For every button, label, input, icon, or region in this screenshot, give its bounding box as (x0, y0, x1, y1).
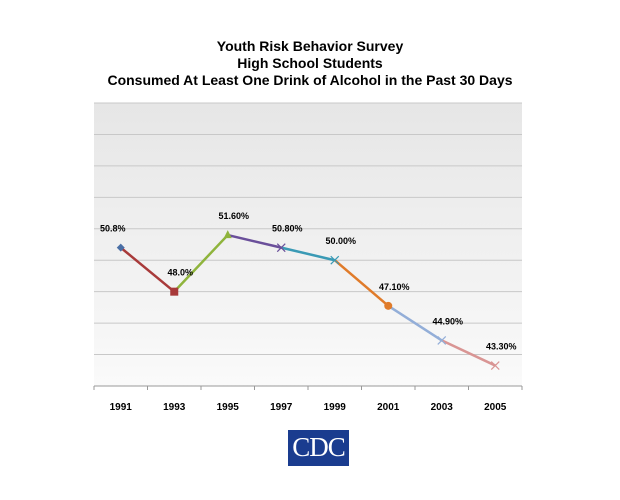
line-segment (387, 304, 443, 342)
line-chart: 1991 1993 1995 1997 1999 2001 2003 2005 50.8% 48.… (93, 102, 523, 413)
data-point (437, 335, 447, 345)
data-label: 50.80% (272, 224, 303, 234)
plot-area (94, 103, 522, 386)
x-tick-label: 1993 (163, 402, 186, 413)
data-point (276, 243, 286, 253)
cdc-logo: CDC (288, 430, 349, 466)
data-point (170, 287, 179, 296)
data-label: 50.8% (100, 224, 126, 234)
line-segment (227, 233, 282, 249)
x-tick-label: 2003 (431, 402, 454, 413)
data-label: 48.0% (167, 268, 193, 278)
line-segment (333, 259, 390, 307)
data-point (116, 243, 125, 252)
line-segment (280, 246, 336, 262)
x-tick-label: 1997 (270, 402, 293, 413)
data-label: 47.10% (379, 282, 410, 292)
line-segment (119, 246, 176, 293)
chart-title: Youth Risk Behavior Survey High School S… (0, 38, 620, 89)
x-tick-label: 1995 (217, 402, 240, 413)
data-label: 43.30% (486, 342, 517, 352)
data-point (223, 230, 232, 239)
data-label: 44.90% (432, 316, 463, 326)
x-tick-label: 1999 (324, 402, 347, 413)
line-segment (173, 234, 229, 293)
title-line-1: Youth Risk Behavior Survey (216, 38, 404, 54)
x-tick-label: 1991 (110, 402, 133, 413)
x-tick-label: 2005 (484, 402, 507, 413)
title-line-2: High School Students (237, 55, 383, 71)
data-label: 51.60% (218, 211, 249, 221)
data-point (490, 361, 500, 370)
line-segment (441, 339, 496, 367)
data-point (330, 255, 340, 265)
data-label: 50.00% (325, 236, 356, 246)
data-point (384, 301, 393, 310)
title-line-3: Consumed At Least One Drink of Alcohol i… (107, 72, 513, 88)
x-tick-label: 2001 (377, 402, 400, 413)
